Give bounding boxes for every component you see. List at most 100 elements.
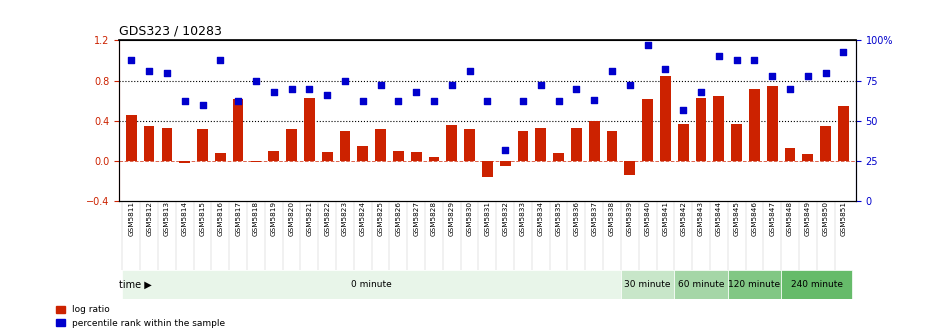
Text: GSM5820: GSM5820 [288, 201, 295, 236]
Bar [162, 128, 172, 161]
Bar [535, 128, 546, 161]
Text: 240 minute: 240 minute [790, 280, 843, 289]
Text: GSM5832: GSM5832 [502, 201, 508, 236]
Text: 30 minute: 30 minute [625, 280, 670, 289]
Text: GSM5821: GSM5821 [306, 201, 312, 236]
Point [230, 99, 245, 104]
Text: GSM5847: GSM5847 [769, 201, 775, 236]
Point [213, 57, 228, 62]
Point [391, 99, 406, 104]
Point [284, 86, 300, 91]
Point [177, 99, 192, 104]
Text: GSM5831: GSM5831 [484, 201, 491, 236]
Point [142, 68, 157, 74]
Text: GSM5840: GSM5840 [645, 201, 650, 236]
Point [355, 99, 370, 104]
Point [587, 97, 602, 102]
Bar [429, 157, 439, 161]
Text: GDS323 / 10283: GDS323 / 10283 [119, 25, 222, 38]
Bar [144, 126, 154, 161]
Point [462, 68, 477, 74]
Point [729, 57, 745, 62]
Text: GSM5824: GSM5824 [359, 201, 366, 236]
Bar [411, 152, 421, 161]
Point [569, 86, 584, 91]
Text: GSM5813: GSM5813 [164, 201, 170, 236]
Point [765, 73, 780, 78]
FancyBboxPatch shape [621, 270, 674, 299]
Text: GSM5827: GSM5827 [413, 201, 419, 236]
Text: GSM5815: GSM5815 [200, 201, 205, 236]
Text: GSM5845: GSM5845 [733, 201, 740, 236]
Bar [660, 76, 670, 161]
Text: GSM5816: GSM5816 [218, 201, 223, 236]
Text: GSM5823: GSM5823 [342, 201, 348, 236]
Text: GSM5829: GSM5829 [449, 201, 455, 236]
Bar [625, 161, 635, 175]
Text: GSM5812: GSM5812 [146, 201, 152, 236]
Bar [376, 129, 386, 161]
Point [479, 99, 495, 104]
Text: GSM5837: GSM5837 [592, 201, 597, 236]
Legend: log ratio, percentile rank within the sample: log ratio, percentile rank within the sa… [52, 302, 228, 332]
Point [160, 70, 175, 75]
Bar [268, 151, 279, 161]
FancyBboxPatch shape [674, 270, 728, 299]
Bar [785, 148, 795, 161]
Bar [304, 98, 315, 161]
FancyBboxPatch shape [728, 270, 781, 299]
Bar [553, 153, 564, 161]
Text: GSM5825: GSM5825 [378, 201, 383, 236]
Point [124, 57, 139, 62]
Point [783, 86, 798, 91]
FancyBboxPatch shape [123, 270, 621, 299]
Bar [731, 124, 742, 161]
Text: GSM5841: GSM5841 [663, 201, 669, 236]
Bar [215, 153, 225, 161]
Text: GSM5811: GSM5811 [128, 201, 134, 236]
Point [195, 102, 210, 108]
Point [373, 83, 388, 88]
Text: GSM5835: GSM5835 [555, 201, 562, 236]
Bar [233, 99, 243, 161]
Bar [607, 131, 617, 161]
Bar [358, 146, 368, 161]
Bar [821, 126, 831, 161]
Text: 120 minute: 120 minute [728, 280, 781, 289]
Text: GSM5839: GSM5839 [627, 201, 632, 236]
Point [800, 73, 815, 78]
Bar [464, 129, 475, 161]
Text: GSM5818: GSM5818 [253, 201, 259, 236]
Bar [500, 161, 511, 166]
Bar [197, 129, 208, 161]
Bar [482, 161, 493, 177]
Point [605, 68, 620, 74]
Bar [251, 161, 262, 162]
Text: GSM5838: GSM5838 [609, 201, 615, 236]
Point [497, 147, 513, 153]
Point [640, 42, 655, 48]
Bar [517, 131, 529, 161]
Point [248, 78, 263, 83]
Point [515, 99, 531, 104]
Bar [767, 86, 778, 161]
Point [534, 83, 549, 88]
FancyBboxPatch shape [781, 270, 852, 299]
Bar [340, 131, 350, 161]
Bar [446, 125, 457, 161]
Point [693, 89, 708, 94]
Text: GSM5819: GSM5819 [271, 201, 277, 236]
Point [301, 86, 317, 91]
Point [409, 89, 424, 94]
Bar [838, 106, 849, 161]
Bar [678, 124, 689, 161]
Text: 60 minute: 60 minute [678, 280, 725, 289]
Text: GSM5833: GSM5833 [520, 201, 526, 236]
Point [320, 92, 335, 98]
Bar [749, 89, 760, 161]
Point [747, 57, 762, 62]
Point [675, 107, 690, 112]
Point [266, 89, 281, 94]
Bar [126, 115, 137, 161]
Point [551, 99, 566, 104]
